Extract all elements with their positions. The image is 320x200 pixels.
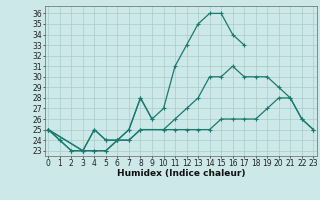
X-axis label: Humidex (Indice chaleur): Humidex (Indice chaleur) bbox=[116, 169, 245, 178]
